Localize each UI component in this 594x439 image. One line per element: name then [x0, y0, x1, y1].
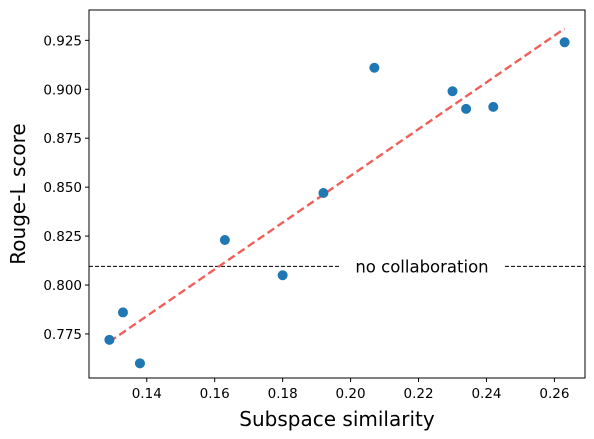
data-point [488, 101, 499, 112]
x-axis: 0.14 0.16 0.18 0.20 0.22 0.24 0.26 [132, 378, 569, 402]
y-tick-label: 0.775 [43, 327, 82, 343]
data-point [461, 103, 472, 114]
y-axis: 0.775 0.800 0.825 0.850 0.875 0.900 0.925 [43, 33, 89, 343]
data-point [447, 86, 458, 97]
y-axis-label: Rouge-L score [6, 123, 30, 264]
data-point [559, 37, 570, 48]
trend-line [108, 27, 566, 343]
x-tick-label: 0.26 [539, 386, 569, 402]
x-tick-label: 0.18 [268, 386, 298, 402]
data-point [277, 270, 288, 281]
data-point [318, 188, 329, 199]
data-point [369, 62, 380, 73]
x-tick-label: 0.22 [404, 386, 434, 402]
y-tick-label: 0.800 [43, 278, 82, 294]
data-point [117, 307, 128, 318]
plot-frame [88, 9, 586, 379]
x-tick-label: 0.16 [200, 386, 230, 402]
y-tick-label: 0.825 [43, 229, 82, 245]
x-tick-label: 0.20 [336, 386, 366, 402]
data-point [104, 334, 115, 345]
reference-line-label: no collaboration [355, 257, 488, 276]
x-axis-label: Subspace similarity [239, 407, 435, 431]
data-point [219, 235, 230, 245]
y-tick-label: 0.900 [43, 82, 82, 98]
y-tick-label: 0.850 [43, 180, 82, 196]
x-tick-label: 0.14 [132, 386, 162, 402]
y-tick-label: 0.875 [43, 131, 82, 147]
plot-area: no collaboration [89, 27, 585, 369]
data-point [134, 358, 145, 369]
y-tick-label: 0.925 [43, 33, 82, 49]
x-tick-label: 0.24 [471, 386, 501, 402]
